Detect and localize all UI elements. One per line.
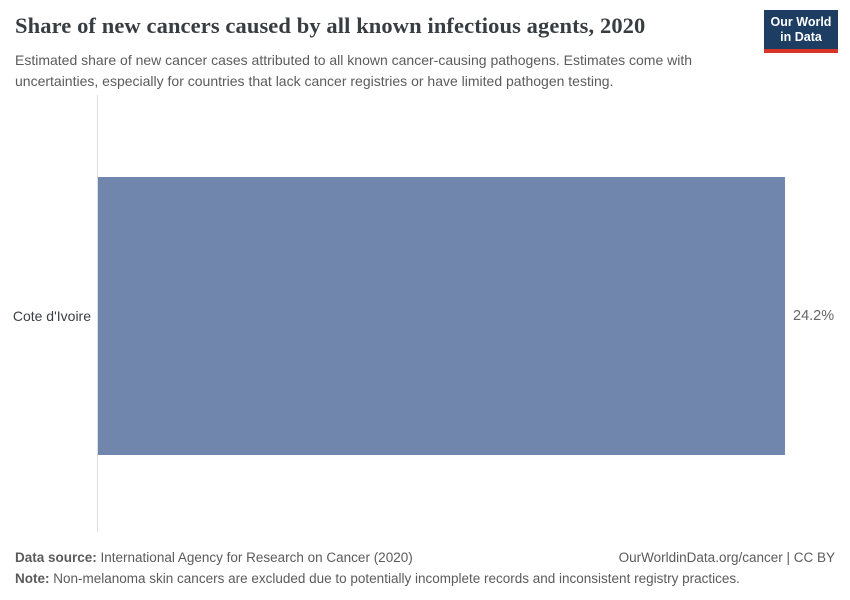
owid-logo[interactable]: Our World in Data: [764, 10, 838, 53]
note-line: Note: Non-melanoma skin cancers are excl…: [15, 568, 740, 589]
plot-area: [97, 95, 785, 532]
data-source-line: Data source: International Agency for Re…: [15, 547, 413, 568]
value-label: 24.2%: [793, 308, 835, 324]
data-source-text: International Agency for Research on Can…: [96, 550, 413, 565]
note-text: Non-melanoma skin cancers are excluded d…: [49, 571, 740, 586]
bar[interactable]: [98, 177, 785, 455]
owid-logo-line1: Our World: [770, 15, 832, 29]
chart-subtitle: Estimated share of new cancer cases attr…: [15, 52, 693, 89]
owid-logo-line2: in Data: [780, 30, 822, 44]
data-source-label: Data source:: [15, 550, 97, 565]
footer: Data source: International Agency for Re…: [15, 547, 835, 589]
note-label: Note:: [15, 571, 50, 586]
owid-cc-link[interactable]: OurWorldinData.org/cancer | CC BY: [618, 550, 835, 565]
chart-title: Share of new cancers caused by all known…: [15, 13, 646, 38]
category-label: Cote d'Ivoire: [12, 308, 91, 324]
